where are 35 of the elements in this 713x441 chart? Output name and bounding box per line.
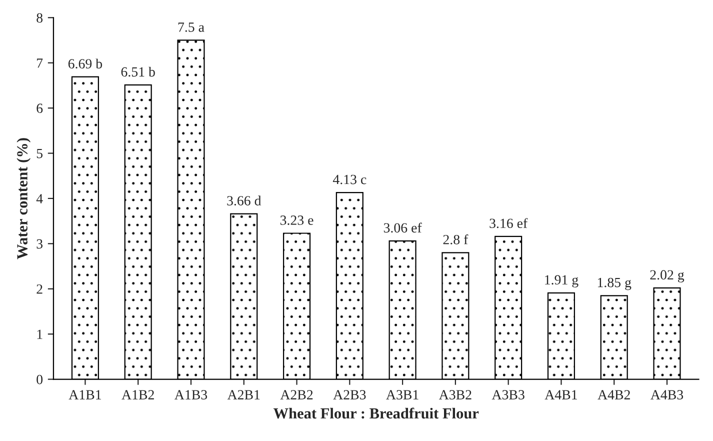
x-tick-label: A1B2 bbox=[122, 390, 154, 400]
x-tick-label: A3B3 bbox=[492, 390, 524, 400]
x-tick-label: A2B2 bbox=[280, 390, 313, 400]
y-tick-label: 0 bbox=[36, 374, 43, 384]
data-label: 3.23 e bbox=[280, 216, 314, 225]
x-tick-label: A1B3 bbox=[174, 390, 208, 400]
y-tick-label: 2 bbox=[36, 284, 42, 294]
data-label: 7.5 a bbox=[178, 22, 204, 32]
y-tick-label: 3 bbox=[36, 239, 43, 249]
y-tick-label: 5 bbox=[36, 148, 43, 158]
data-label: 1.85 g bbox=[598, 278, 632, 290]
x-tick-label: A3B2 bbox=[438, 390, 472, 400]
y-tick-label: 4 bbox=[36, 194, 43, 204]
data-label: 3.06 ef bbox=[384, 222, 422, 233]
data-label: 3.16 ef bbox=[490, 218, 528, 228]
y-tick-label: 1 bbox=[37, 330, 42, 339]
y-tick-label: 8 bbox=[36, 13, 43, 23]
data-label: 6.51 b bbox=[121, 66, 155, 77]
x-tick-label: A2B3 bbox=[333, 390, 366, 400]
data-label: 2.8 f bbox=[443, 234, 468, 244]
data-label: 6.69 b bbox=[68, 58, 102, 69]
data-label: 4.13 c bbox=[332, 174, 366, 184]
y-tick-label: 7 bbox=[37, 58, 43, 68]
x-axis-title: Wheat Flour : Breadfruit Flour bbox=[273, 408, 479, 419]
data-label: 2.02 g bbox=[650, 270, 684, 282]
x-tick-label: A1B1 bbox=[68, 390, 101, 400]
data-label: 1.91 g bbox=[545, 275, 578, 288]
x-tick-label: A2B1 bbox=[227, 390, 260, 400]
x-tick-label: A4B1 bbox=[544, 390, 577, 400]
x-tick-label: A4B3 bbox=[650, 390, 684, 400]
x-tick-label: A4B2 bbox=[598, 390, 630, 400]
x-tick-label: A3B1 bbox=[386, 390, 418, 400]
data-label: 3.66 d bbox=[227, 196, 262, 206]
y-tick-label: 6 bbox=[36, 104, 43, 113]
y-axis-title: Water content (%) bbox=[16, 138, 31, 260]
